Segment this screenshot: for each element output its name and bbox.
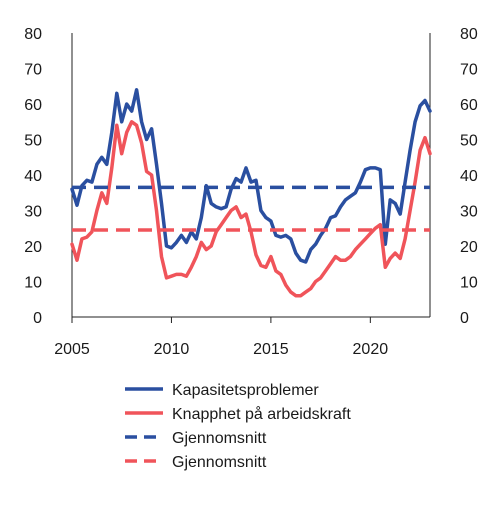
y-tick-label-right: 70 bbox=[460, 62, 478, 79]
y-tick-label-left: 50 bbox=[24, 133, 42, 150]
legend-label-2: Gjennomsnitt bbox=[172, 430, 267, 447]
x-tick-label: 2015 bbox=[253, 341, 289, 358]
y-tick-label-right: 10 bbox=[460, 275, 478, 292]
legend-label-3: Gjennomsnitt bbox=[172, 454, 267, 471]
y-tick-label-left: 80 bbox=[24, 26, 42, 43]
y-tick-label-left: 0 bbox=[33, 310, 42, 327]
y-tick-label-left: 20 bbox=[24, 239, 42, 256]
y-tick-label-right: 80 bbox=[460, 26, 478, 43]
y-tick-label-left: 30 bbox=[24, 204, 42, 221]
series-line-0 bbox=[70, 88, 432, 264]
series-line-1 bbox=[70, 120, 432, 298]
y-tick-label-right: 50 bbox=[460, 133, 478, 150]
legend-label-0: Kapasitetsproblemer bbox=[172, 382, 319, 399]
y-tick-label-left: 10 bbox=[24, 275, 42, 292]
y-tick-label-left: 40 bbox=[24, 168, 42, 185]
legend-label-1: Knapphet på arbeidskraft bbox=[172, 405, 351, 423]
y-tick-label-left: 60 bbox=[24, 97, 42, 114]
y-tick-label-right: 20 bbox=[460, 239, 478, 256]
y-tick-label-right: 30 bbox=[460, 204, 478, 221]
x-tick-label: 2010 bbox=[154, 341, 190, 358]
y-tick-label-right: 60 bbox=[460, 97, 478, 114]
y-tick-label-right: 40 bbox=[460, 168, 478, 185]
x-tick-label: 2020 bbox=[353, 341, 389, 358]
y-tick-label-right: 0 bbox=[460, 310, 469, 327]
y-tick-label-left: 70 bbox=[24, 62, 42, 79]
series-group bbox=[70, 88, 432, 298]
legend: Kapasitetsproblemer Knapphet på arbeidskr… bbox=[125, 382, 351, 471]
x-tick-label: 2005 bbox=[54, 341, 90, 358]
